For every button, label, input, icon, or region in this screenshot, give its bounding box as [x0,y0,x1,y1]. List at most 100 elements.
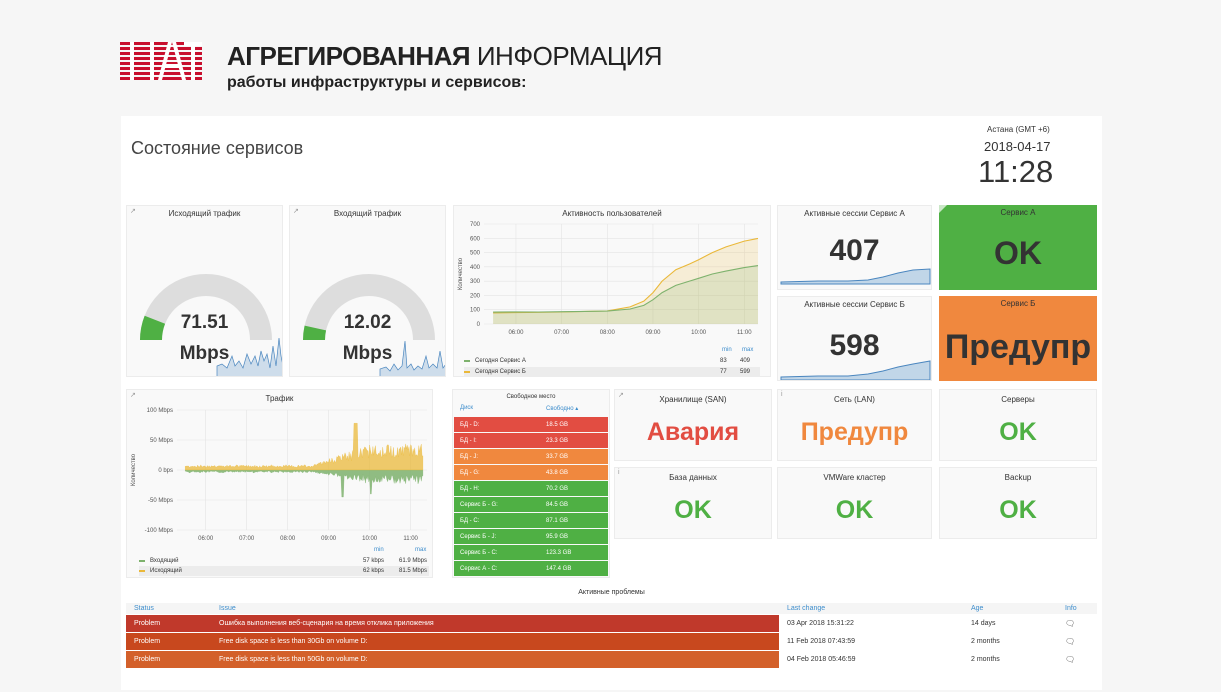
status-panel-backup[interactable]: Backup OK [939,467,1097,539]
legend-row: Входящий 57 kbps 61.9 Mbps [139,556,429,566]
service-status-value: OK [994,235,1042,271]
y-axis-label: Количество [131,453,137,486]
brand-title: АГРЕГИРОВАННАЯ ИНФОРМАЦИЯ [227,41,663,71]
disk-name: БД - G: [460,469,480,476]
header-age[interactable]: Age [971,605,984,612]
status-panel-vmware[interactable]: VMWare кластер OK [777,467,932,539]
panel-title: Сервис Б [1000,299,1036,308]
status-panel-servers[interactable]: Серверы OK [939,389,1097,461]
clock-time: 11:28 [978,154,1054,189]
service-panel-b[interactable]: Сервис Б Предупр [939,296,1097,381]
comment-icon[interactable]: 🗨 [1065,654,1076,664]
panel-title: Хранилище (SAN) [659,395,727,404]
y-tick-label: 0 bps [158,468,173,474]
panel-link-icon[interactable]: ↗ [130,392,136,399]
activity-panel[interactable]: Активность пользователей 0 100 200 300 400 50… [453,205,771,377]
panel-title: Сеть (LAN) [834,395,875,404]
traffic-panel[interactable]: ↗ Трафик 100 Mbps 50 Mbps 0 bps -50 Mbps -10… [126,389,433,578]
legend-row: Сегодня Сервис Б 77 599 [464,367,760,376]
disk-name: БД - H: [460,485,480,492]
comment-icon[interactable]: 🗨 [1065,636,1076,646]
panel-title: Входящий трафик [333,209,402,218]
panel-title: Активные сессии Сервис Б [804,300,905,309]
age-cell: 14 days [971,619,996,627]
status-panel-lan[interactable]: i Сеть (LAN) Предупр [777,389,932,461]
gauge-unit: Mbps [342,343,393,364]
panel-link-icon[interactable]: ↗ [618,392,624,399]
panel-title: База данных [669,473,717,482]
comment-icon[interactable]: 🗨 [1065,618,1076,628]
legend-min: 83 [720,358,727,364]
header-status[interactable]: Status [134,605,154,612]
status-value: OK [674,496,712,524]
sparkline [216,337,282,376]
status-value: OK [835,496,874,524]
legend-label: Исходящий [150,568,182,574]
series-area [493,265,758,324]
status-cell: Problem [126,614,212,632]
header-last-change[interactable]: Last change [787,605,826,612]
table-row[interactable]: Problem Free disk space is less than 30Gb… [126,632,1097,650]
series-area-outgoing [185,423,424,471]
table-row: Сервис Б - G: 84.5 GB [454,497,608,512]
info-icon[interactable]: i [781,391,783,398]
disk-name: БД - C: [460,517,480,524]
legend-max: 409 [740,358,751,364]
x-tick-label: 08:00 [280,536,296,542]
page-title: Состояние сервисов [131,138,304,158]
activity-chart: 0 100 200 300 400 500 600 700 06:00 07:00 08:00 09:… [458,222,759,336]
x-tick-label: 10:00 [362,536,378,542]
sessions-panel-b[interactable]: Активные сессии Сервис Б 598 [777,296,932,381]
brand-title-bold: АГРЕГИРОВАННАЯ [227,41,471,71]
disk-name: БД - J: [460,453,478,460]
series-area-incoming [185,469,424,498]
panel-title: VMWare кластер [823,473,886,482]
panel-title: Backup [1004,473,1032,482]
x-tick-label: 07:00 [239,536,255,542]
series-area [493,238,758,324]
info-icon[interactable]: i [618,469,620,476]
y-tick-label: 600 [470,236,481,242]
col-free-header[interactable]: Свободно ▴ [546,406,579,412]
legend-min: 62 kbps [363,568,385,574]
legend-max: 61.9 Mbps [399,558,428,564]
panel-link-icon[interactable]: ↗ [130,208,136,215]
y-tick-label: 100 [470,308,481,314]
status-value: OK [999,496,1037,524]
disk-name: Сервис А - C: [460,565,498,572]
last-change-cell: 03 Apr 2018 15:31:22 [787,619,854,627]
disk-name: БД - I: [460,437,477,444]
status-panel-san[interactable]: ↗ Хранилище (SAN) Авария [614,389,772,461]
gauge-arc [140,274,282,376]
table-row[interactable]: Problem Free disk space is less than 50Gb… [126,650,1097,668]
status-value: OK [999,418,1037,446]
brand-header: АГРЕГИРОВАННАЯ ИНФОРМАЦИЯ работы инфраст… [120,41,663,92]
y-tick-label: -50 Mbps [148,498,173,504]
header-issue[interactable]: Issue [219,605,236,612]
y-tick-label: 100 Mbps [147,408,173,414]
disk-name: Сервис Б - J: [460,533,497,540]
table-row: БД - G: 43.8 GB [454,465,608,480]
status-panel-database[interactable]: i База данных OK [614,467,772,539]
col-disk-header[interactable]: Диск [460,405,474,411]
table-row: БД - H: 70.2 GB [454,481,608,496]
legend-row: Исходящий 62 kbps 81.5 Mbps [139,566,429,576]
gauge-panel-outgoing[interactable]: ↗ Исходящий трафик 71.51 Mbps [126,205,283,377]
gauge-panel-incoming[interactable]: ↗ Входящий трафик 12.02 Mbps [289,205,446,377]
table-row: БД - D: 18.5 GB [454,417,608,432]
table-row[interactable]: Problem Ошибка выполнения веб-сценария на… [126,614,1097,632]
clock-timezone: Астана (GMT +6) [987,125,1050,134]
y-axis-label: Количество [458,257,464,290]
service-panel-a[interactable]: Сервис А OK [939,205,1097,290]
gauge-value: 12.02 [343,312,392,333]
header-info[interactable]: Info [1065,605,1077,612]
panel-link-icon[interactable]: ↗ [293,208,299,215]
table-row: Сервис Б - J: 95.9 GB [454,529,608,544]
sessions-panel-a[interactable]: Активные сессии Сервис А 407 [777,205,932,290]
panel-title: Исходящий трафик [168,209,241,218]
y-tick-label: 200 [470,293,481,299]
problems-rows: Problem Ошибка выполнения веб-сценария на… [126,614,1097,668]
table-row: Сервис А - C: 147.4 GB [454,561,608,576]
legend-label: Сегодня Сервис А [475,358,526,364]
gauge-arc [302,274,445,376]
